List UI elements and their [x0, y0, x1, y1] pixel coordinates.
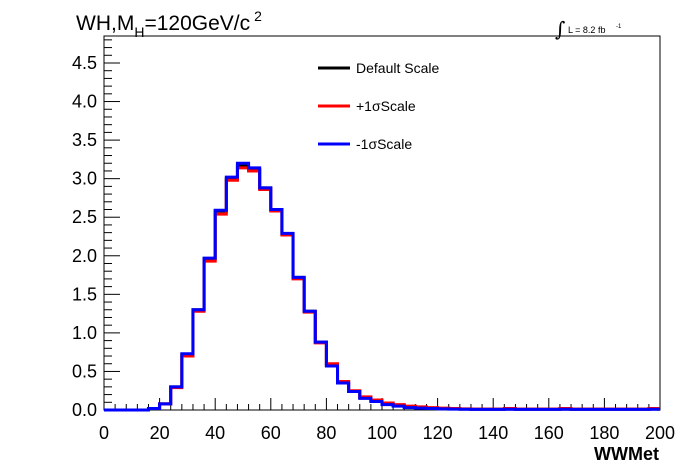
x-tick-label: 100: [367, 423, 397, 443]
x-tick-label: 140: [478, 423, 508, 443]
y-tick-label: 1.5: [72, 284, 97, 304]
y-tick-label: 4.0: [72, 92, 97, 112]
y-tick-label: 0.5: [72, 361, 97, 381]
y-tick-label: 3.5: [72, 130, 97, 150]
legend-label: +1σScale: [356, 98, 416, 114]
x-tick-label: 120: [423, 423, 453, 443]
chart-title: WH,MH=120GeV/c 2: [76, 8, 262, 40]
y-tick-label: 4.5: [72, 53, 97, 73]
x-tick-label: 160: [534, 423, 564, 443]
legend-label: -1σScale: [356, 136, 412, 152]
title-part-sup: 2: [254, 8, 262, 24]
lumi-sup: -1: [616, 24, 622, 30]
series-line-plus-1sigma: [104, 166, 660, 412]
title-part-sub: H: [134, 24, 144, 40]
title-part-main1: WH,M: [76, 12, 134, 35]
y-tick-label: 2.0: [72, 246, 97, 266]
legend: Default Scale +1σScale -1σScale: [318, 60, 439, 152]
x-tick-label: 180: [589, 423, 619, 443]
legend-label: Default Scale: [356, 60, 439, 76]
x-tick-label: 200: [645, 423, 675, 443]
title-part-main2: =120GeV/c: [144, 12, 250, 35]
axes: 0 20 40 60 80 100 120 140 160 180 200 0.0 0.5 1.0 1.5 2…: [72, 39, 675, 443]
series-line-minus-1sigma: [104, 161, 660, 412]
series-line-default: [104, 164, 660, 412]
x-tick-label: 20: [150, 423, 170, 443]
y-tick-label: 1.0: [72, 323, 97, 343]
y-tick-label: 3.0: [72, 169, 97, 189]
x-axis-title: WWMet: [594, 444, 659, 464]
x-tick-label: 40: [205, 423, 225, 443]
lumi-integral: ∫: [555, 17, 565, 41]
series-layer: [104, 161, 660, 412]
y-tick-label: 0.0: [72, 400, 97, 420]
y-tick-label: 2.5: [72, 207, 97, 227]
x-tick-label: 60: [261, 423, 281, 443]
x-tick-label: 80: [316, 423, 336, 443]
x-tick-label: 0: [99, 423, 109, 443]
lumi-text: L = 8.2 fb: [568, 25, 605, 35]
luminosity-label: ∫ L = 8.2 fb -1: [555, 17, 622, 41]
